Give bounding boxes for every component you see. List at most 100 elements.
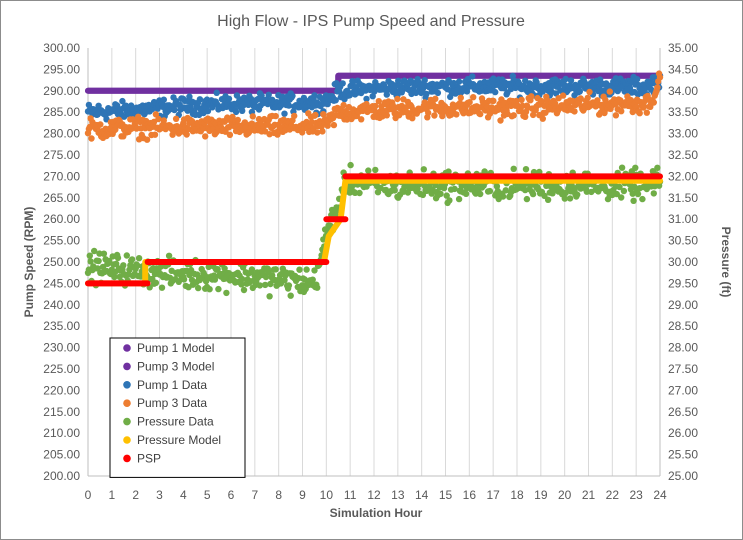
y2-tick-label: 27.00 — [668, 383, 698, 397]
data-point-pump-3-data — [636, 110, 643, 117]
data-point-pressure-data — [437, 190, 444, 197]
data-point-pump-3-data — [88, 135, 95, 142]
legend-box — [109, 337, 246, 478]
data-point-pump-1-data — [633, 76, 641, 83]
data-point-pump-3-data — [466, 99, 473, 106]
data-point-pump-1-data — [122, 102, 130, 109]
data-point-pump-3-data — [394, 95, 401, 103]
data-point-pump-1-data — [383, 91, 390, 98]
legend-marker-pump-1-model — [123, 344, 131, 352]
data-point-pressure-data — [248, 266, 256, 273]
data-point-pump-3-data — [601, 109, 608, 117]
data-point-pump-3-data — [183, 131, 190, 138]
data-point-pressure-data — [314, 284, 321, 291]
data-point-pressure-data — [629, 190, 636, 197]
data-point-pump-3-data — [559, 92, 567, 99]
data-point-pump-3-data — [457, 94, 464, 102]
legend-label-pump-3-model: Pump 3 Model — [137, 359, 214, 373]
data-point-pressure-data — [240, 286, 248, 294]
y-tick-label: 270.00 — [43, 169, 80, 183]
data-point-pressure-data — [158, 284, 166, 291]
data-point-pump-1-data — [281, 110, 288, 117]
data-point-pump-3-data — [577, 95, 584, 102]
data-point-pump-3-data — [97, 121, 104, 128]
data-point-pressure-data — [120, 262, 127, 269]
y2-tick-label: 33.00 — [668, 127, 698, 141]
data-point-pressure-data — [239, 275, 246, 283]
data-point-pressure-data — [180, 276, 188, 283]
data-point-pump-3-data — [650, 99, 657, 106]
data-point-pump-3-data — [172, 115, 180, 123]
data-point-pressure-data — [620, 187, 628, 195]
data-point-pump-3-data — [372, 102, 379, 110]
data-point-pump-1-data — [492, 88, 499, 96]
legend-label-pump-1-model: Pump 1 Model — [137, 341, 214, 355]
data-point-pressure-data — [404, 189, 412, 196]
data-point-pump-1-data — [213, 89, 220, 97]
data-point-pressure-data — [114, 254, 122, 262]
data-point-pressure-data — [267, 280, 274, 288]
data-point-pump-3-data — [249, 113, 256, 120]
data-point-pump-1-data — [576, 88, 583, 95]
data-point-pressure-data — [256, 282, 264, 289]
data-point-pump-3-data — [151, 131, 159, 138]
data-point-pressure-data — [486, 187, 494, 195]
data-point-pressure-data — [445, 168, 452, 175]
data-point-pressure-data — [95, 257, 102, 265]
data-point-pump-1-data — [346, 92, 353, 99]
data-point-pressure-data — [523, 195, 531, 203]
x-tick-label: 13 — [391, 488, 405, 502]
data-point-pump-3-data — [340, 101, 347, 109]
data-point-pressure-data — [215, 285, 222, 293]
data-point-pump-3-data — [319, 128, 326, 135]
data-point-pump-3-data — [497, 117, 504, 124]
data-point-pressure-data — [123, 252, 130, 259]
data-point-pressure-data — [262, 273, 270, 281]
x-tick-label: 18 — [510, 488, 524, 502]
data-point-pressure-data — [86, 252, 94, 259]
data-point-pressure-data — [91, 247, 98, 255]
data-point-pump-1-data — [324, 100, 331, 108]
data-point-pump-1-data — [186, 93, 193, 100]
data-point-pump-3-data — [571, 108, 578, 115]
x-tick-label: 23 — [629, 488, 643, 502]
x-axis-ticks: 0 1 2 3 4 5 6 7 8 9 10 11 12 13 14 15 16 17 18 19 20 21 22 23 24 — [85, 488, 667, 502]
data-point-pressure-data — [634, 190, 642, 198]
data-point-pump-3-data — [432, 95, 439, 103]
y-tick-label: 200.00 — [43, 469, 80, 483]
y2-tick-label: 34.50 — [668, 62, 698, 76]
data-point-pressure-data — [650, 190, 657, 197]
data-point-pump-3-data — [320, 111, 327, 118]
data-point-pump-1-data — [311, 92, 318, 99]
y2-tick-label: 27.50 — [668, 362, 698, 376]
data-point-pump-3-data — [202, 133, 209, 140]
y2-tick-label: 29.50 — [668, 276, 698, 290]
data-point-pump-1-data — [204, 107, 212, 115]
data-point-pump-3-data — [586, 88, 593, 96]
data-point-pump-1-data — [160, 96, 167, 103]
y2-tick-label: 25.00 — [668, 469, 698, 483]
data-point-pressure-data — [272, 266, 279, 273]
x-tick-label: 11 — [344, 488, 357, 502]
data-point-pressure-data — [574, 191, 581, 198]
x-tick-label: 10 — [320, 488, 334, 502]
data-point-pressure-data — [630, 197, 637, 204]
y-tick-label: 230.00 — [43, 341, 80, 355]
x-tick-label: 21 — [582, 488, 596, 502]
data-point-pressure-data — [583, 188, 590, 195]
data-point-pump-1-data — [395, 77, 402, 85]
data-point-pressure-data — [544, 196, 552, 203]
legend-label-pump-3-data: Pump 3 Data — [137, 396, 207, 410]
right-axis-ticks: 25.00 25.50 26.00 26.50 27.00 27.50 28.00 28.50… — [668, 41, 698, 483]
y2-tick-label: 33.50 — [668, 105, 698, 119]
legend-marker-pressure-model — [123, 436, 131, 444]
data-point-pressure-data — [356, 189, 363, 197]
data-point-pump-1-data — [232, 108, 240, 116]
x-tick-label: 12 — [367, 488, 381, 502]
data-point-pump-3-data — [477, 110, 484, 118]
y-tick-label: 295.00 — [43, 62, 80, 76]
chart-title: High Flow - IPS Pump Speed and Pressure — [217, 13, 525, 30]
data-point-pump-1-data — [225, 95, 233, 103]
x-tick-label: 8 — [275, 488, 282, 502]
data-point-pump-1-data — [265, 91, 272, 99]
